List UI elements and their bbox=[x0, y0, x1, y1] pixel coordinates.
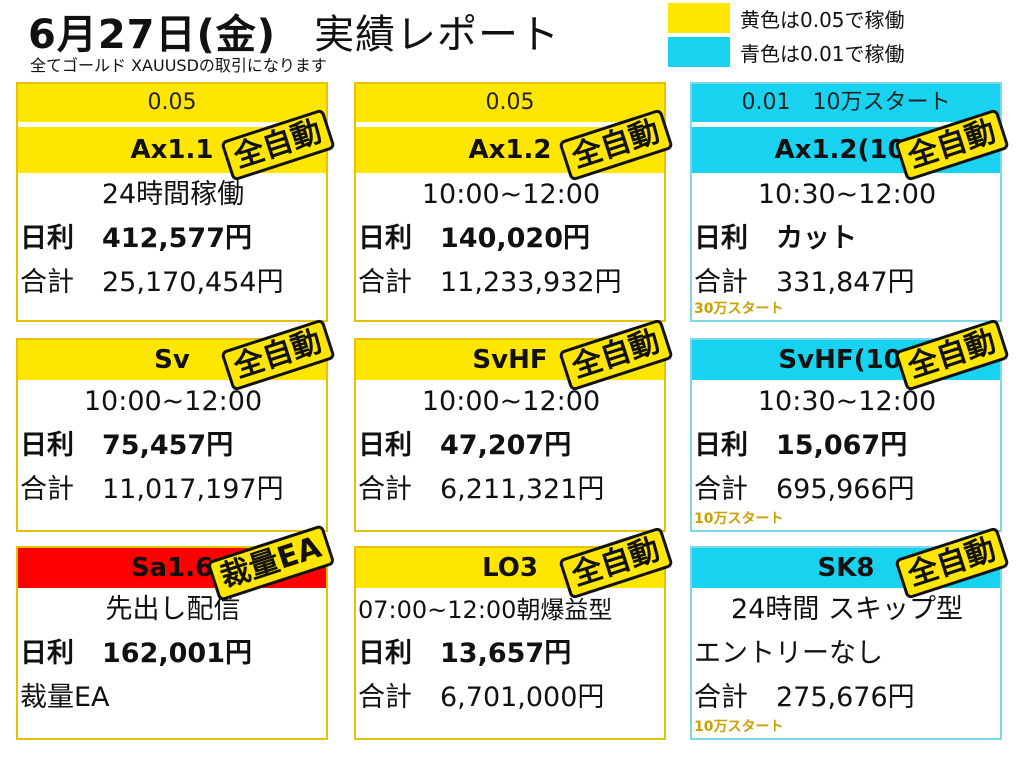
run-time: 24時間稼働 bbox=[101, 179, 245, 210]
start-note: 30万スタート bbox=[694, 301, 784, 317]
subtitle: 全てゴールド XAUUSDの取引になります bbox=[30, 56, 327, 75]
total-profit: 合計 11,233,932円 bbox=[358, 267, 622, 298]
legend-blue: 青色は0.01で稼働 bbox=[668, 36, 1008, 68]
card-sk8: SK8 24時間 スキップ型 エントリーなし 合計 275,676円 10万スター… bbox=[690, 526, 1010, 740]
run-time: 10:00~12:00 bbox=[421, 386, 601, 417]
lot-bar: 0.01 10万スタート bbox=[692, 84, 1000, 122]
run-time: 10:00~12:00 bbox=[421, 179, 601, 210]
title-report: 実績レポート bbox=[314, 12, 561, 58]
run-time: 10:00~12:00 bbox=[83, 386, 263, 417]
start-note: 10万スタート bbox=[694, 719, 784, 735]
daily-profit: 日利 15,067円 bbox=[694, 430, 908, 461]
card-ax12-10: 0.01 10万スタート Ax1.2(10) 10:30~12:00 日利 カット… bbox=[690, 82, 1010, 322]
legend-yellow: 黄色は0.05で稼働 bbox=[668, 2, 1008, 34]
daily-profit: 日利 162,001円 bbox=[20, 638, 252, 669]
run-time: 10:30~12:00 bbox=[757, 386, 937, 417]
total-profit: 合計 331,847円 bbox=[694, 267, 915, 298]
daily-profit: 日利 140,020円 bbox=[358, 223, 590, 254]
run-time: 24時間 スキップ型 bbox=[731, 594, 963, 625]
total-profit: 合計 25,170,454円 bbox=[20, 267, 284, 298]
total-profit: 合計 6,701,000円 bbox=[358, 682, 605, 713]
daily-profit: 日利 412,577円 bbox=[20, 223, 252, 254]
lot-bar: 0.05 bbox=[356, 84, 664, 122]
title-date: 6月27日(金) bbox=[28, 12, 277, 58]
entry-note: エントリーなし bbox=[694, 638, 883, 669]
legend-yellow-label: 黄色は0.05で稼働 bbox=[740, 7, 905, 32]
total-profit: 合計 275,676円 bbox=[694, 682, 915, 713]
run-time: 10:30~12:00 bbox=[757, 179, 937, 210]
lot-bar: 0.05 bbox=[18, 84, 326, 122]
card-lo3: LO3 07:00~12:00朝爆益型 日利 13,657円 合計 6,701,00… bbox=[354, 526, 674, 740]
card-sv: Sv 10:00~12:00 日利 75,457円 合計 11,017,197円 全… bbox=[16, 318, 336, 532]
card-svhf-10: SvHF(10) 10:30~12:00 日利 15,067円 合計 695,966… bbox=[690, 318, 1010, 532]
card-ax12: 0.05 Ax1.2 10:00~12:00 日利 140,020円 合計 11,2… bbox=[354, 82, 674, 322]
daily-profit: 日利 47,207円 bbox=[358, 430, 572, 461]
blue-swatch bbox=[668, 37, 730, 67]
card-sa16: Sa1.6 先出し配信 日利 162,001円 裁量EA 裁量EA bbox=[16, 524, 336, 740]
card-svhf: SvHF 10:00~12:00 日利 47,207円 合計 6,211,321円 … bbox=[354, 318, 674, 532]
daily-profit: 日利 75,457円 bbox=[20, 430, 234, 461]
delivery-note: 先出し配信 bbox=[105, 594, 241, 625]
run-time: 07:00~12:00朝爆益型 bbox=[358, 596, 613, 624]
card-ax11: 0.05 Ax1.1 24時間稼働 日利 412,577円 合計 25,170,45… bbox=[16, 82, 336, 322]
daily-profit: 日利 13,657円 bbox=[358, 638, 572, 669]
legend-blue-label: 青色は0.01で稼働 bbox=[740, 41, 905, 66]
start-note: 10万スタート bbox=[694, 511, 784, 527]
daily-profit: 日利 カット bbox=[694, 223, 857, 254]
page-title: 6月27日(金) 実績レポート bbox=[28, 2, 560, 60]
total-profit: 合計 695,966円 bbox=[694, 474, 915, 505]
yellow-swatch bbox=[668, 3, 730, 33]
total-profit: 合計 6,211,321円 bbox=[358, 474, 605, 505]
total-profit: 合計 11,017,197円 bbox=[20, 474, 284, 505]
discretionary-note: 裁量EA bbox=[20, 682, 110, 713]
